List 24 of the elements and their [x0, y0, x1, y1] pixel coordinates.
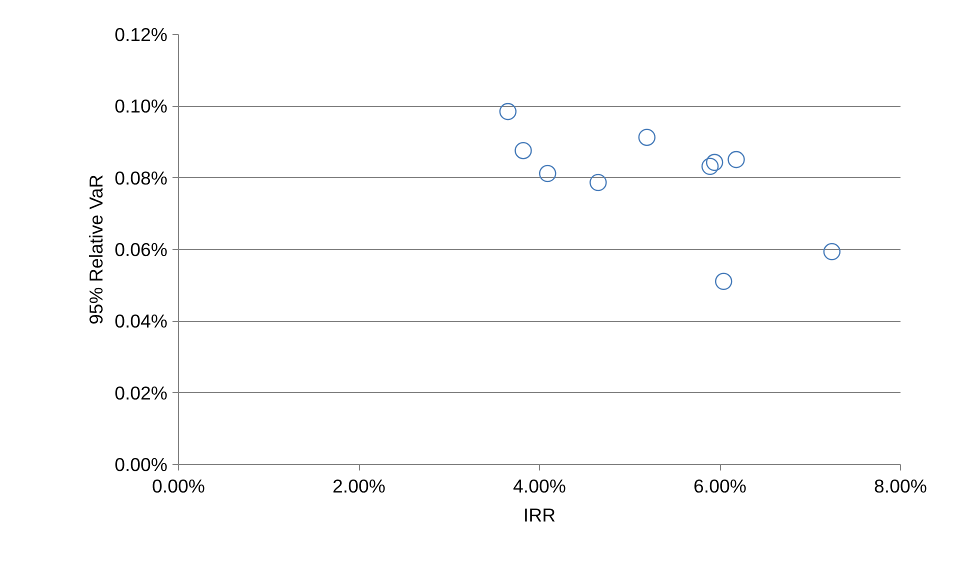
point — [714, 272, 732, 290]
x-tick-label: 8.00% — [874, 476, 927, 496]
y-tick-label: 0.10% — [114, 96, 168, 117]
x-tick-label: 4.00% — [513, 476, 566, 496]
x-axis-title: IRR — [523, 504, 556, 526]
y-tick-label: 0.12% — [114, 24, 168, 45]
x-tick-label: 2.00% — [332, 476, 386, 496]
y-tick-label: 0.06% — [114, 239, 168, 260]
y-tick-label: 0.04% — [114, 310, 168, 332]
point — [701, 158, 719, 175]
x-tick-label: 0.00% — [152, 476, 205, 496]
y-tick-label: 0.02% — [114, 382, 168, 404]
point — [823, 243, 841, 260]
y-tick-label: 0.00% — [114, 454, 168, 475]
point — [538, 164, 556, 182]
y-axis-title: 95% Relative VaR — [86, 174, 107, 325]
point — [499, 102, 517, 120]
point — [638, 128, 656, 146]
point — [514, 142, 532, 160]
point — [706, 154, 724, 172]
y-tick-label: 0.08% — [114, 167, 168, 188]
point — [728, 150, 745, 168]
point — [590, 174, 607, 192]
x-tick-label: 6.00% — [694, 476, 746, 496]
